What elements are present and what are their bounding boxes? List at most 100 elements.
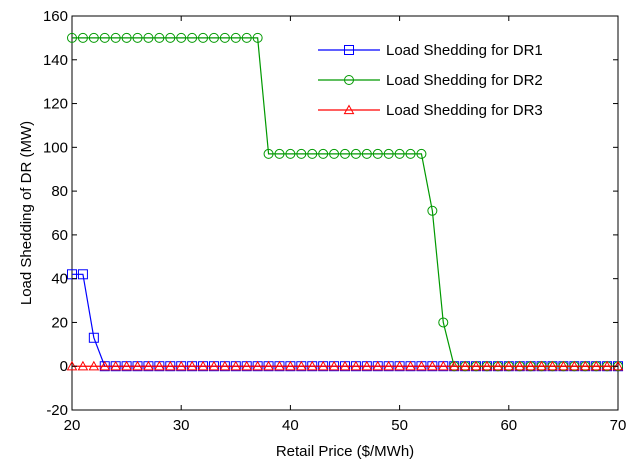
data-point: [383, 360, 395, 371]
legend-marker: [343, 104, 355, 115]
data-point: [88, 360, 100, 371]
data-point: [568, 360, 580, 371]
legend-marker: [344, 75, 354, 85]
data-point: [558, 360, 569, 371]
data-point: [306, 360, 318, 371]
data-point: [208, 32, 219, 43]
data-point: [143, 32, 154, 43]
data-point: [427, 360, 438, 371]
legend-marker: [344, 45, 354, 55]
data-point: [296, 148, 307, 159]
data-point: [110, 32, 121, 43]
data-point: [437, 360, 449, 371]
data-point: [88, 32, 99, 43]
data-point: [307, 148, 318, 159]
data-point: [99, 360, 111, 371]
y-tick-label: 60: [51, 227, 68, 244]
x-tick-label: 70: [610, 417, 627, 434]
data-point: [121, 360, 132, 371]
data-point: [405, 148, 416, 159]
data-point: [350, 360, 362, 371]
data-point: [317, 360, 329, 371]
y-axis-label: Load Shedding of DR (MW): [18, 121, 35, 305]
data-point: [416, 360, 427, 371]
x-tick-label: 60: [500, 417, 517, 434]
y-tick-label: -20: [46, 402, 68, 419]
data-point: [110, 360, 122, 371]
data-point: [383, 148, 394, 159]
legend-label: Load Shedding for DR1: [386, 42, 543, 59]
data-point: [77, 32, 88, 43]
data-point: [361, 148, 372, 159]
data-point: [394, 148, 405, 159]
data-point: [340, 148, 350, 159]
data-point: [405, 360, 416, 371]
data-point: [329, 148, 340, 159]
y-tick-label: 0: [60, 358, 68, 375]
series-dr3: [66, 360, 624, 371]
data-point: [230, 360, 242, 371]
data-point: [132, 360, 143, 371]
data-point: [198, 32, 209, 43]
data-point: [132, 32, 143, 43]
data-point: [67, 32, 77, 43]
y-tick-label: 80: [51, 183, 68, 200]
data-point: [339, 360, 351, 371]
data-point: [263, 360, 274, 371]
data-point: [186, 360, 198, 371]
data-point: [350, 148, 361, 159]
data-point: [88, 332, 99, 343]
data-point: [285, 360, 296, 371]
y-tick-label: 160: [43, 8, 68, 25]
data-point: [241, 32, 252, 43]
data-point: [263, 148, 274, 159]
data-point: [175, 360, 187, 371]
data-point: [438, 317, 449, 328]
legend-label: Load Shedding for DR3: [386, 102, 543, 119]
data-point: [394, 360, 405, 371]
data-point: [187, 32, 198, 43]
data-point: [219, 32, 230, 43]
data-point: [328, 360, 340, 371]
legend-label: Load Shedding for DR2: [386, 72, 543, 89]
data-point: [208, 360, 220, 371]
data-point: [525, 360, 536, 371]
data-point: [492, 360, 504, 371]
y-tick-label: 120: [43, 96, 68, 113]
data-point: [448, 360, 460, 371]
data-point: [547, 360, 558, 371]
data-point: [427, 205, 438, 216]
data-point: [481, 360, 493, 371]
data-point: [459, 360, 471, 371]
data-point: [230, 32, 241, 43]
data-point: [77, 360, 89, 371]
data-point: [77, 269, 88, 280]
data-point: [154, 360, 165, 371]
data-point: [372, 360, 384, 371]
data-point: [219, 360, 231, 371]
data-point: [295, 360, 307, 371]
data-point: [285, 148, 296, 159]
data-point: [274, 360, 285, 371]
data-point: [601, 360, 613, 371]
y-tick-label: 100: [43, 139, 68, 156]
data-point: [164, 360, 176, 371]
data-point: [121, 32, 132, 43]
x-tick-label: 50: [391, 417, 408, 434]
x-tick-label: 40: [282, 417, 299, 434]
data-point: [536, 360, 547, 371]
data-point: [165, 32, 176, 43]
ticks-layer: 20 30 40 50 60 70 -20 0 20 40 60 80 100 120 140 160: [43, 8, 626, 434]
data-point: [590, 360, 602, 371]
data-point: [274, 148, 285, 159]
data-point: [372, 148, 383, 159]
data-point: [197, 360, 209, 371]
x-tick-label: 30: [173, 417, 190, 434]
data-point: [143, 360, 154, 371]
x-tick-label: 20: [64, 417, 81, 434]
data-point: [318, 148, 329, 159]
data-point: [579, 360, 591, 371]
data-point: [99, 32, 110, 43]
data-point: [514, 360, 526, 371]
